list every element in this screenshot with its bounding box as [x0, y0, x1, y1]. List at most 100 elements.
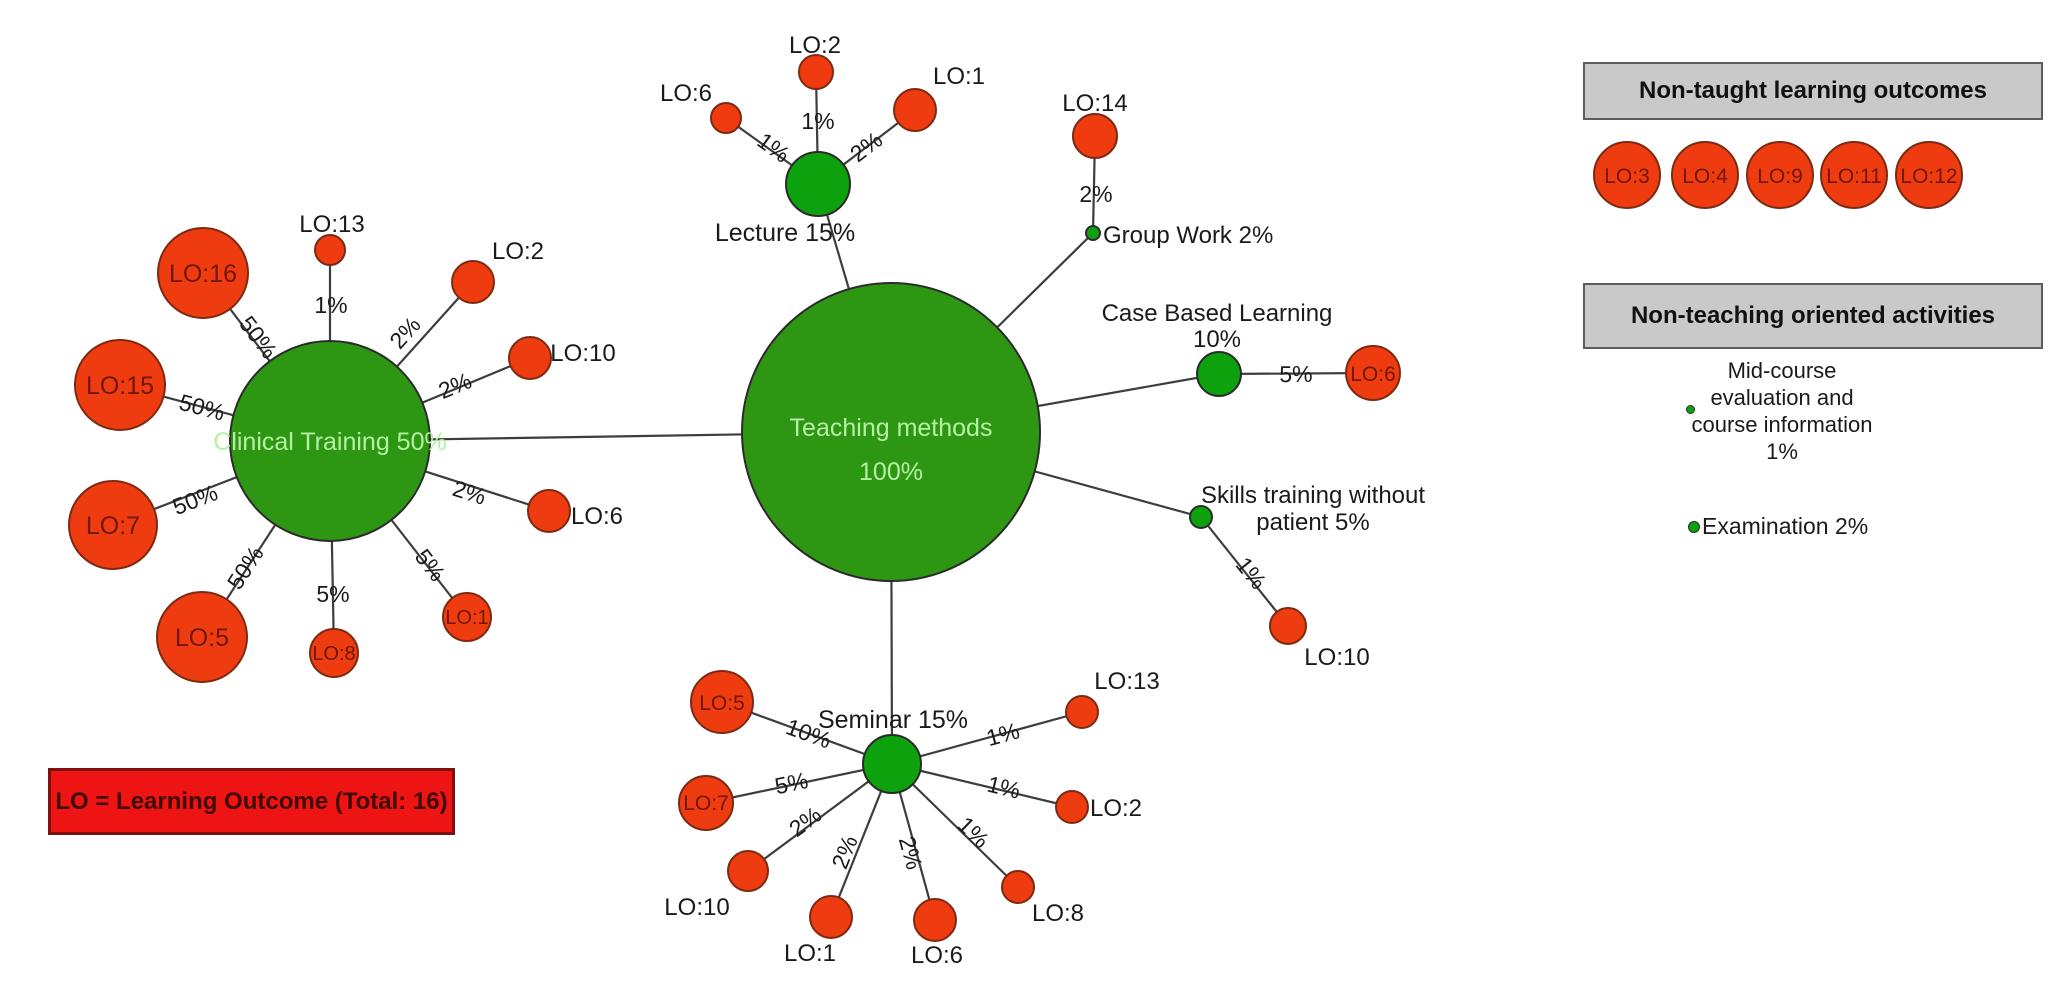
node-label-leg_lo12: LO:12 [1900, 165, 1957, 188]
edge-label-lecture-lec_lo1: 2% [845, 126, 887, 167]
node-cl_lo6-circle [527, 489, 571, 533]
node-cl_lo1-circle [442, 592, 492, 642]
node-seminar-circle [862, 734, 922, 794]
node-label-sem_lo5: LO:5 [699, 692, 745, 715]
node-label-sem_lo1: LO:1 [784, 940, 836, 967]
node-cl_lo10-circle [508, 336, 552, 380]
node-groupwork-circle [1085, 225, 1101, 241]
node-label-cl_lo1: LO:1 [445, 607, 488, 629]
activity-mid-course-line: 1% [1766, 439, 1798, 464]
node-label-sem_lo6: LO:6 [911, 942, 963, 969]
examination-dot [1688, 521, 1700, 533]
node-label-cbl_lo6: LO:6 [1350, 363, 1396, 386]
node-sem_lo10-circle [727, 850, 769, 892]
node-label-lecture: Lecture 15% [715, 219, 855, 247]
edge-label-seminar-sem_lo1: 2% [826, 832, 862, 873]
node-cl_lo15-circle [74, 339, 166, 431]
edge-label-clinical-cl_lo2: 2% [384, 312, 426, 354]
node-sem_lo6-circle [913, 898, 957, 942]
node-label-teaching: 100% [859, 458, 923, 486]
activity-mid-course: Mid-course evaluation and course informa… [1632, 357, 1932, 465]
node-label-lec_lo6: LO:6 [660, 80, 712, 107]
node-cl_lo2-circle [451, 260, 495, 304]
edge-skills-sk_lo10 [1200, 516, 1289, 627]
node-label-cl_lo6: LO:6 [571, 503, 623, 530]
node-cbl_lo6-circle [1345, 345, 1401, 401]
activity-mid-course-line: course information [1691, 412, 1873, 437]
edge-label-clinical-cl_lo13: 1% [314, 292, 347, 318]
edge-label-seminar-sem_lo8: 1% [953, 811, 995, 853]
activity-mid-course-line: Mid-course [1727, 358, 1837, 383]
node-label-lec_lo1: LO:1 [933, 63, 985, 90]
node-label-skills: patient 5% [1256, 509, 1369, 536]
node-sem_lo13-circle [1065, 695, 1099, 729]
node-cl_lo5-circle [156, 591, 248, 683]
node-label-gw_lo14: LO:14 [1062, 90, 1127, 117]
node-label-lec_lo2: LO:2 [789, 32, 841, 59]
node-cbl-circle [1196, 351, 1242, 397]
node-label-leg_lo9: LO:9 [1757, 165, 1803, 188]
node-label-sem_lo8: LO:8 [1032, 900, 1084, 927]
node-label-cl_lo5: LO:5 [175, 624, 229, 652]
node-lec_lo6-circle [710, 102, 742, 134]
legend-activities-title: Non-teaching oriented activities [1630, 302, 1996, 329]
node-leg_lo12-circle [1895, 141, 1963, 209]
node-lec_lo1-circle [893, 88, 937, 132]
node-leg_lo9-circle [1746, 141, 1814, 209]
node-label-sem_lo13: LO:13 [1094, 668, 1159, 695]
node-lecture-circle [785, 151, 851, 217]
node-sem_lo5-circle [690, 670, 754, 734]
node-label-sk_lo10: LO:10 [1304, 644, 1369, 671]
edge-seminar-sem_lo7 [705, 762, 893, 805]
node-label-clinical: Clinical Training 50% [213, 428, 446, 456]
node-sem_lo8-circle [1001, 870, 1035, 904]
node-sk_lo10-circle [1269, 607, 1307, 645]
node-label-teaching: Teaching methods [790, 414, 993, 442]
edge-label-seminar-sem_lo2: 1% [985, 771, 1023, 804]
node-label-leg_lo4: LO:4 [1682, 165, 1728, 188]
node-gw_lo14-circle [1072, 113, 1118, 159]
edge-label-groupwork-gw_lo14: 2% [1079, 181, 1112, 207]
edge-label-clinical-cl_lo7: 50% [169, 479, 221, 520]
node-label-cl_lo8: LO:8 [312, 643, 355, 665]
activity-mid-course-line: evaluation and [1710, 385, 1854, 410]
lo-definition-box: LO = Learning Outcome (Total: 16) [48, 768, 455, 835]
node-leg_lo11-circle [1820, 141, 1888, 209]
edge-label-cbl-cbl_lo6: 5% [1279, 361, 1312, 387]
edge-label-lecture-lec_lo2: 1% [801, 108, 834, 134]
legend-non-taught-box: Non-taught learning outcomes [1583, 62, 2043, 120]
edge-label-seminar-sem_lo6: 2% [894, 833, 928, 872]
legend-non-taught-title: Non-taught learning outcomes [1639, 77, 1987, 104]
edge-label-clinical-cl_lo15: 50% [176, 389, 227, 426]
node-label-cl_lo2: LO:2 [492, 238, 544, 265]
mid-course-dot [1686, 405, 1695, 414]
node-label-cl_lo15: LO:15 [86, 372, 154, 400]
node-label-cbl: 10% [1193, 326, 1241, 353]
node-leg_lo4-circle [1671, 141, 1739, 209]
node-label-leg_lo3: LO:3 [1604, 165, 1650, 188]
edge-label-seminar-sem_lo7: 5% [772, 767, 810, 799]
edge-label-seminar-sem_lo10: 2% [784, 801, 826, 842]
edge-label-clinical-cl_lo10: 2% [435, 367, 476, 404]
node-cl_lo7-circle [68, 480, 158, 570]
node-leg_lo3-circle [1593, 141, 1661, 209]
edge-label-clinical-cl_lo16: 50% [234, 311, 283, 363]
node-label-sem_lo7: LO:7 [683, 792, 729, 815]
node-teaching-circle [741, 282, 1041, 582]
edge-seminar-sem_lo13 [891, 710, 1083, 766]
node-label-sem_lo2: LO:2 [1090, 795, 1142, 822]
edge-seminar-sem_lo2 [891, 762, 1073, 809]
node-label-seminar: Seminar 15% [818, 706, 968, 734]
node-label-cl_lo7: LO:7 [86, 512, 140, 540]
node-label-leg_lo11: LO:11 [1826, 165, 1882, 188]
edge-label-seminar-sem_lo13: 1% [983, 717, 1022, 751]
legend-activities-box: Non-teaching oriented activities [1583, 283, 2043, 349]
node-label-cl_lo10: LO:10 [550, 340, 615, 367]
node-label-cl_lo16: LO:16 [169, 260, 237, 288]
node-cl_lo16-circle [157, 227, 249, 319]
edge-label-skills-sk_lo10: 1% [1231, 552, 1272, 594]
node-label-cl_lo13: LO:13 [299, 211, 364, 238]
node-label-sem_lo10: LO:10 [664, 894, 729, 921]
node-sem_lo7-circle [678, 775, 734, 831]
